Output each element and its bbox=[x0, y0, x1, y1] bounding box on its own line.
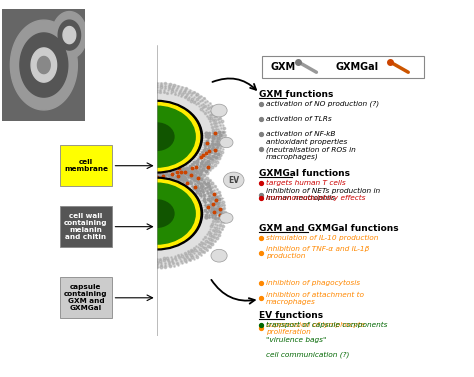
Text: EV: EV bbox=[228, 176, 239, 185]
Text: "virulence bags": "virulence bags" bbox=[266, 337, 327, 343]
Polygon shape bbox=[52, 12, 87, 58]
Polygon shape bbox=[63, 26, 76, 44]
Text: GXMGal functions: GXMGal functions bbox=[259, 169, 350, 178]
Text: inhibition of NETs production in
human neutrophils: inhibition of NETs production in human n… bbox=[266, 188, 380, 201]
Circle shape bbox=[220, 213, 233, 223]
Circle shape bbox=[111, 100, 202, 173]
FancyBboxPatch shape bbox=[60, 277, 112, 318]
FancyBboxPatch shape bbox=[60, 206, 112, 247]
Circle shape bbox=[113, 103, 200, 171]
Text: activation of NO production (?): activation of NO production (?) bbox=[266, 101, 379, 107]
Circle shape bbox=[139, 200, 174, 227]
FancyBboxPatch shape bbox=[60, 145, 112, 186]
FancyBboxPatch shape bbox=[262, 56, 424, 78]
Circle shape bbox=[89, 83, 225, 190]
Text: suppression of lymphocyte
proliferation: suppression of lymphocyte proliferation bbox=[266, 322, 365, 335]
Circle shape bbox=[89, 160, 225, 267]
Text: transport of capsule components: transport of capsule components bbox=[266, 322, 388, 328]
Polygon shape bbox=[31, 48, 56, 82]
Text: GXMGal: GXMGal bbox=[335, 62, 378, 72]
Polygon shape bbox=[37, 57, 50, 74]
Text: EV functions: EV functions bbox=[259, 311, 324, 320]
Text: inhibition of phagocytosis: inhibition of phagocytosis bbox=[266, 280, 360, 286]
Text: GXM and GXMGal functions: GXM and GXMGal functions bbox=[259, 224, 399, 233]
Circle shape bbox=[220, 137, 233, 148]
Circle shape bbox=[118, 106, 195, 167]
Circle shape bbox=[113, 179, 200, 248]
Text: activation of TLRs: activation of TLRs bbox=[266, 116, 332, 122]
Text: GXM: GXM bbox=[271, 62, 296, 72]
Circle shape bbox=[223, 172, 244, 188]
Bar bbox=[59, 45, 156, 336]
Polygon shape bbox=[20, 33, 68, 97]
Text: immunomodulatory effects: immunomodulatory effects bbox=[266, 195, 365, 201]
Text: cell communication (?): cell communication (?) bbox=[266, 352, 349, 358]
Polygon shape bbox=[10, 20, 77, 110]
Text: stimulation of IL-10 production: stimulation of IL-10 production bbox=[266, 234, 378, 241]
Circle shape bbox=[211, 249, 227, 262]
Text: cell wall
containing
melanin
and chitin: cell wall containing melanin and chitin bbox=[64, 213, 108, 240]
Text: targets human T cells: targets human T cells bbox=[266, 179, 346, 185]
Text: antioxidant properties
(neutralisation of ROS in
macrophages): antioxidant properties (neutralisation o… bbox=[266, 139, 356, 160]
Text: inhibition of attachment to
macrophages: inhibition of attachment to macrophages bbox=[266, 291, 364, 305]
Text: cell
membrane: cell membrane bbox=[64, 159, 108, 172]
Circle shape bbox=[211, 104, 227, 117]
Circle shape bbox=[118, 183, 195, 244]
Text: inhibition of TNF-α and IL-1β
production: inhibition of TNF-α and IL-1β production bbox=[266, 246, 369, 259]
Text: activation of NF-kB: activation of NF-kB bbox=[266, 131, 336, 137]
Polygon shape bbox=[58, 20, 81, 50]
Text: GXM functions: GXM functions bbox=[259, 90, 334, 99]
Circle shape bbox=[111, 177, 202, 250]
Circle shape bbox=[139, 123, 174, 150]
Text: capsule
containing
GXM and
GXMGal: capsule containing GXM and GXMGal bbox=[64, 284, 108, 311]
